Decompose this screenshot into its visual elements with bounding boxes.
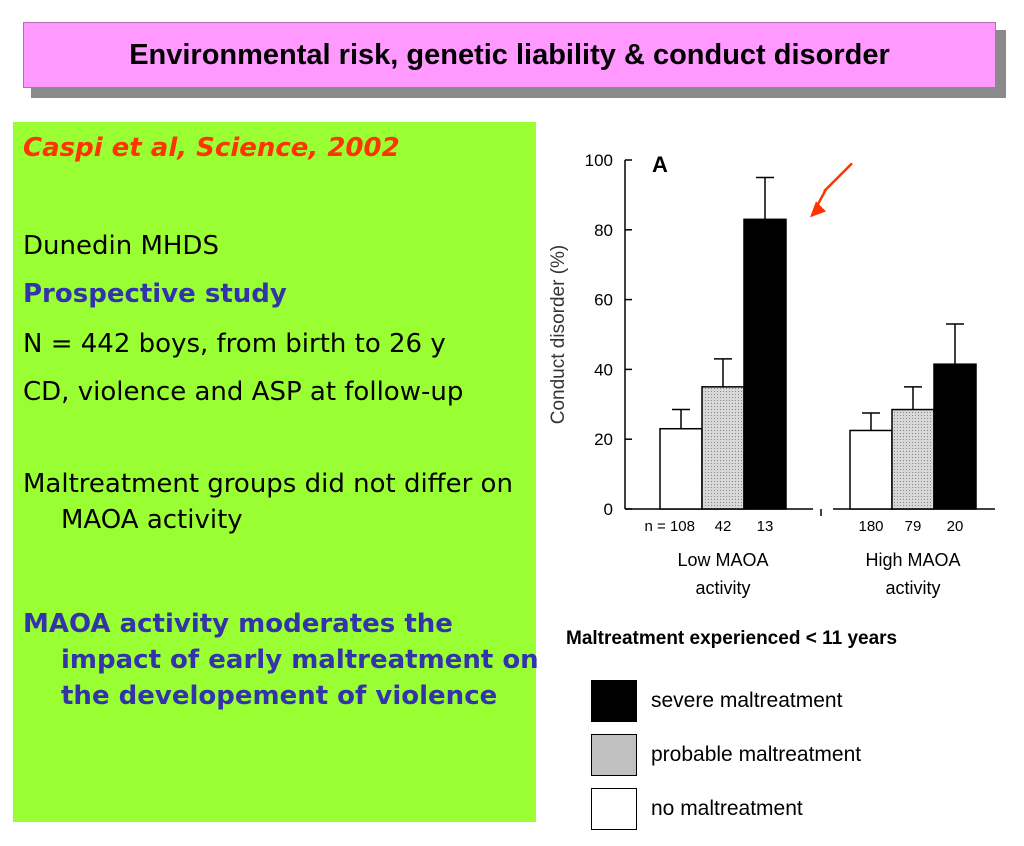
- legend-label-none: no maltreatment: [651, 797, 803, 820]
- sample-size-label: 79: [905, 518, 922, 535]
- y-tick-label: 60: [594, 291, 613, 310]
- group-label: High MAOA: [865, 550, 960, 570]
- title-banner: Environmental risk, genetic liability & …: [23, 22, 996, 88]
- conclusion-line: MAOA activity moderates the impact of ea…: [23, 609, 539, 711]
- sample-size-label: 42: [715, 518, 732, 535]
- y-tick-label: 100: [585, 151, 613, 170]
- legend-item-probable: probable maltreatment: [591, 734, 861, 776]
- bar-no-maltreatment: [849, 429, 893, 510]
- bar-probable-maltreatment: [891, 408, 935, 510]
- bar-no-maltreatment: [659, 427, 703, 510]
- chart-caption: Maltreatment experienced < 11 years: [566, 628, 898, 649]
- cohort-line: Dunedin MHDS: [23, 231, 219, 261]
- groups-line: Maltreatment groups did not differ on MA…: [23, 469, 513, 535]
- legend-item-severe: severe maltreatment: [591, 680, 842, 722]
- bar-chart: 0 20 40 60 80 100 Conduct disorder (%) An = 108…: [548, 151, 995, 598]
- summary-panel: Caspi et al, Science, 2002 Dunedin MHDS …: [13, 122, 539, 822]
- group-label: activity: [885, 578, 940, 598]
- highlight-arrow-head: [810, 201, 826, 218]
- legend-swatch-severe: [591, 680, 637, 722]
- study-type-line: Prospective study: [23, 279, 287, 309]
- y-tick-label: 40: [594, 360, 613, 379]
- slide-title: Environmental risk, genetic liability & …: [129, 38, 890, 71]
- outcomes-line: CD, violence and ASP at follow-up: [23, 377, 464, 407]
- legend-swatch-none: [591, 788, 637, 830]
- group-label: activity: [695, 578, 750, 598]
- bar-severe-maltreatment: [933, 363, 977, 510]
- panel-label: A: [652, 152, 668, 177]
- highlight-arrow-line: [823, 162, 853, 193]
- bar-severe-maltreatment: [743, 218, 787, 510]
- citation: Caspi et al, Science, 2002: [23, 133, 400, 163]
- sample-size-label: 20: [947, 518, 964, 535]
- sample-size-label: 180: [858, 518, 883, 535]
- sample-line: N = 442 boys, from birth to 26 y: [23, 329, 446, 359]
- sample-size-label: 13: [757, 518, 774, 535]
- y-tick-label: 80: [594, 221, 613, 240]
- bar-probable-maltreatment: [701, 386, 745, 510]
- legend-label-probable: probable maltreatment: [651, 743, 862, 766]
- legend-item-none: no maltreatment: [591, 788, 803, 830]
- sample-size-label: n = 108: [645, 518, 695, 535]
- legend-label-severe: severe maltreatment: [651, 689, 843, 712]
- legend-swatch-probable: [591, 734, 637, 776]
- y-tick-label: 0: [604, 500, 613, 519]
- group-label: Low MAOA: [677, 550, 768, 570]
- y-tick-label: 20: [594, 430, 613, 449]
- y-axis-label: Conduct disorder (%): [548, 245, 569, 425]
